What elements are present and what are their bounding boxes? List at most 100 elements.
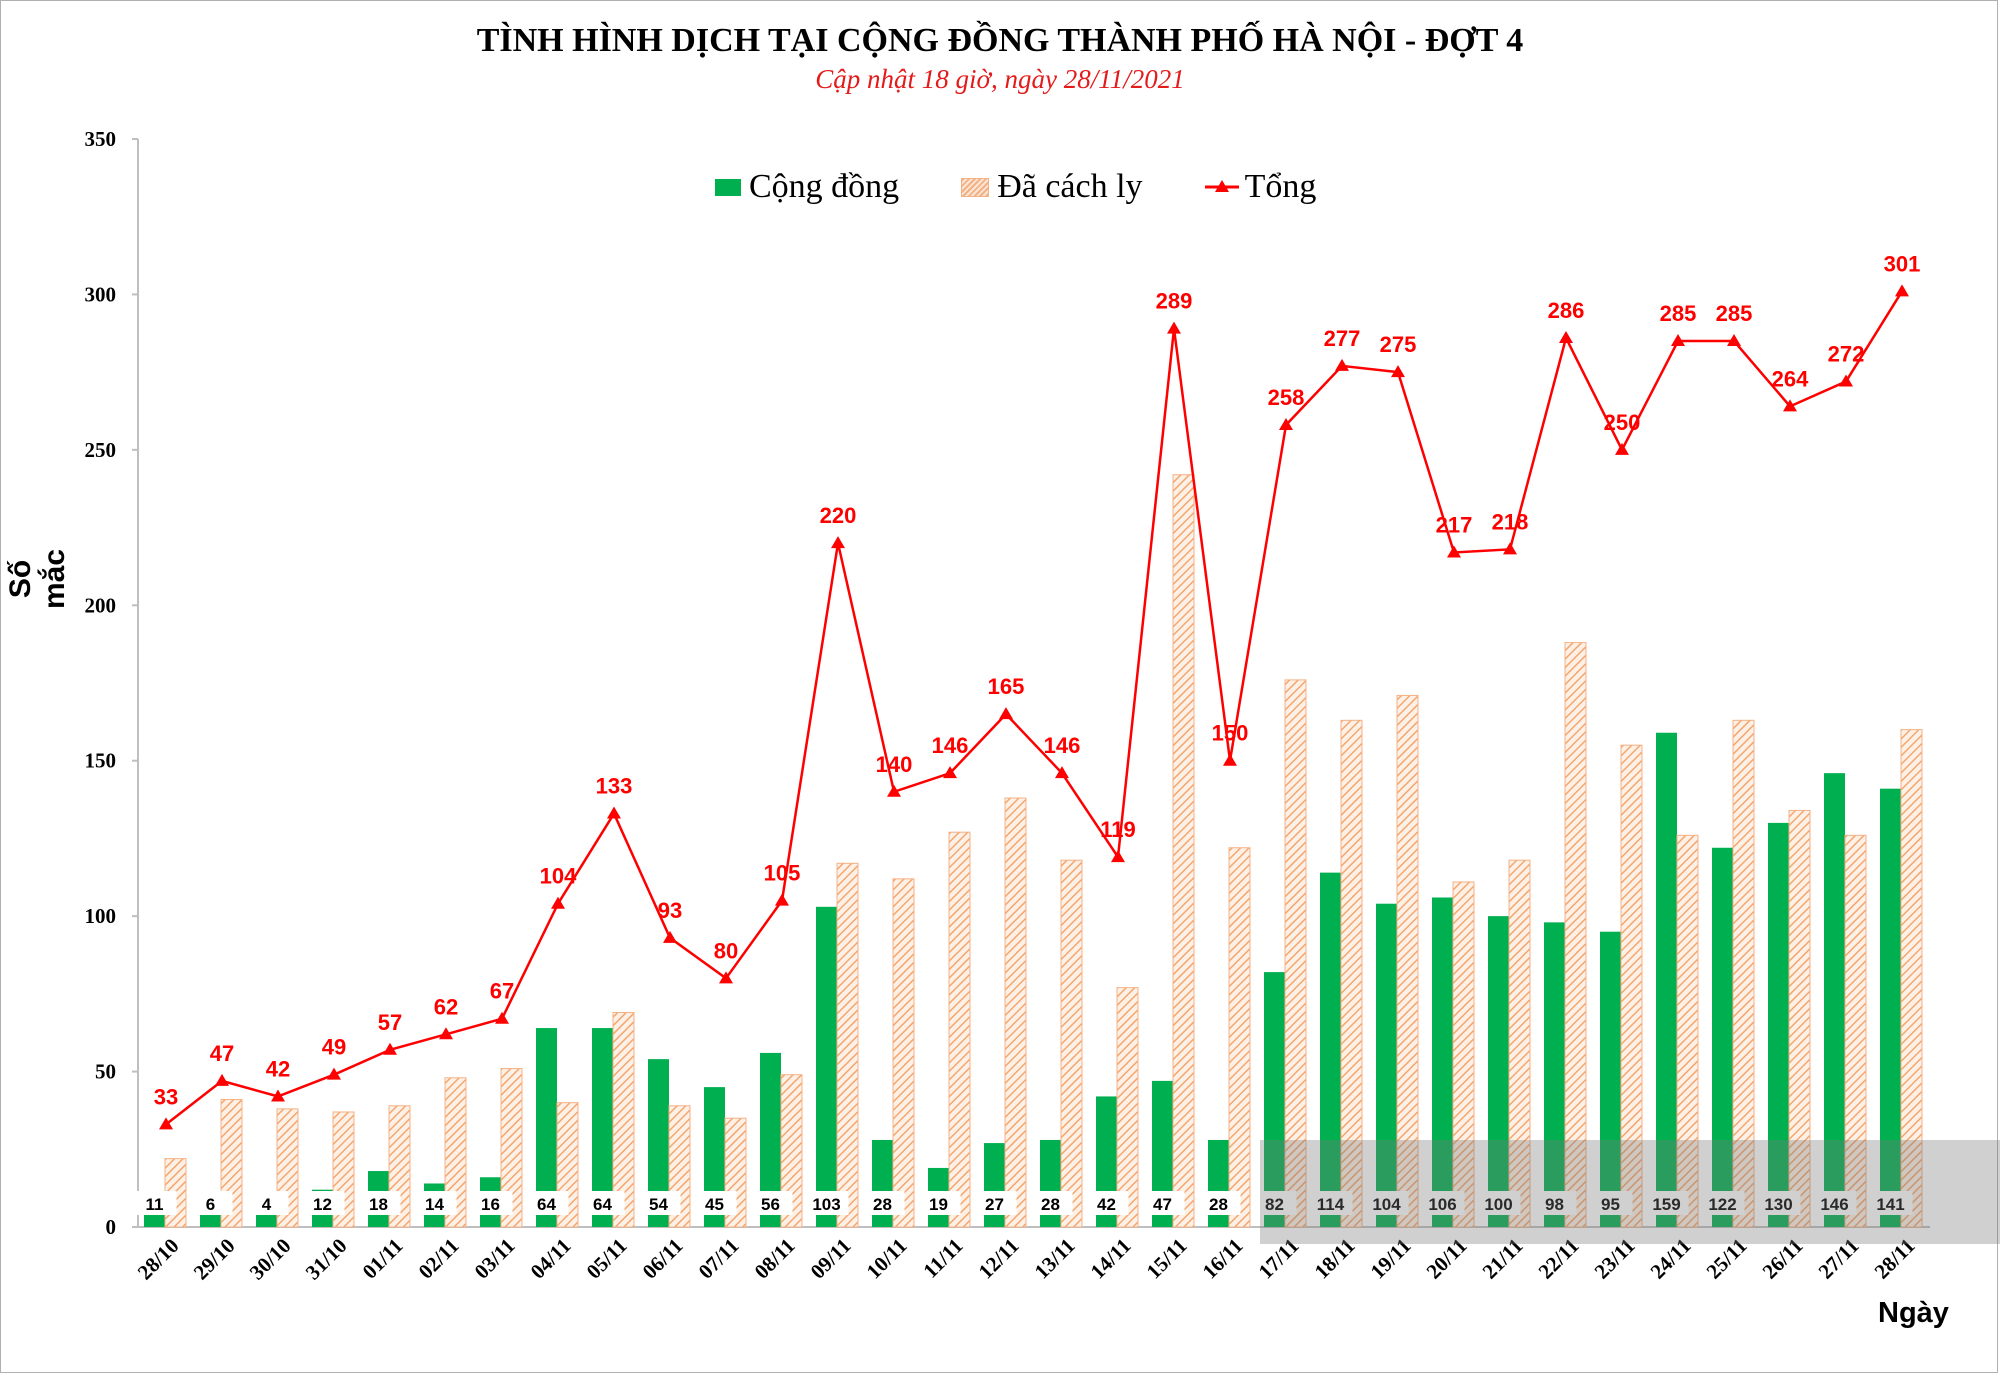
- data-label-box-community: [1868, 1191, 1913, 1215]
- data-label-box-community: [1028, 1191, 1073, 1215]
- data-label-community: 28: [873, 1195, 892, 1214]
- data-label-community: 11: [146, 1195, 164, 1214]
- point-total: [159, 1117, 173, 1130]
- data-label-box-community: [804, 1191, 849, 1215]
- data-label-total: 133: [596, 774, 633, 799]
- bar-quarantined: [1676, 834, 1699, 1228]
- bar-quarantined: [1004, 797, 1027, 1228]
- bar-community: [760, 1052, 781, 1227]
- bar-community: [1656, 732, 1677, 1227]
- data-label-total: 250: [1604, 410, 1641, 435]
- y-tick-label: 300: [85, 282, 117, 306]
- point-total: [439, 1027, 453, 1040]
- bar-quarantined: [1340, 719, 1363, 1228]
- bar-quarantined: [1788, 809, 1811, 1228]
- y-tick-label: 350: [85, 127, 117, 151]
- data-label-box-community: [580, 1191, 625, 1215]
- data-label-box-community: [1700, 1191, 1745, 1215]
- data-label-total: 49: [322, 1035, 346, 1060]
- data-label-box-community: [1756, 1191, 1801, 1215]
- legend-swatch-total: [1204, 180, 1239, 192]
- data-label-community: 146: [1820, 1195, 1848, 1214]
- data-label-total: 285: [1660, 301, 1697, 326]
- point-total: [943, 766, 957, 779]
- watermark-overlay: [1260, 1140, 2000, 1244]
- data-label-community: 19: [929, 1195, 948, 1214]
- data-label-total: 286: [1548, 298, 1585, 323]
- data-label-community: 12: [313, 1195, 332, 1214]
- data-label-community: 130: [1764, 1195, 1792, 1214]
- bar-quarantined: [1172, 474, 1195, 1228]
- point-total: [1783, 399, 1797, 412]
- y-tick-label: 50: [95, 1060, 116, 1084]
- point-total: [1223, 753, 1237, 766]
- point-total: [327, 1067, 341, 1080]
- data-label-box-community: [1196, 1191, 1241, 1215]
- y-tick-label: 100: [85, 904, 117, 928]
- data-label-box-community: [1140, 1191, 1185, 1215]
- point-total: [607, 806, 621, 819]
- data-label-community: 14: [425, 1195, 444, 1214]
- bar-quarantined: [1284, 679, 1307, 1228]
- data-label-box-community: [1812, 1191, 1857, 1215]
- bar-community: [1712, 847, 1733, 1227]
- point-total: [1111, 850, 1125, 863]
- bar-community: [256, 1214, 277, 1227]
- bar-community: [592, 1028, 613, 1227]
- bar-quarantined: [780, 1074, 803, 1228]
- data-label-community: 28: [1209, 1195, 1228, 1214]
- data-label-box-community: [916, 1191, 961, 1215]
- data-label-box-community: [1364, 1191, 1409, 1215]
- bar-quarantined: [892, 878, 915, 1228]
- x-tick-label: 10/11: [862, 1234, 912, 1284]
- data-label-total: 264: [1772, 366, 1809, 391]
- y-tick-label: 200: [85, 593, 117, 617]
- data-label-total: 217: [1436, 512, 1473, 537]
- data-label-community: 103: [812, 1195, 840, 1214]
- data-label-community: 98: [1545, 1195, 1564, 1214]
- legend-label-total: Tổng: [1244, 168, 1317, 205]
- point-total: [663, 930, 677, 943]
- chart-title: TÌNH HÌNH DỊCH TẠI CỘNG ĐỒNG THÀNH PHỐ H…: [476, 22, 1524, 59]
- legend-swatch-community: [715, 178, 741, 196]
- bar-quarantined: [1060, 859, 1083, 1228]
- point-total: [271, 1089, 285, 1102]
- x-tick-label: 28/10: [133, 1234, 184, 1285]
- bar-quarantined: [1228, 847, 1251, 1228]
- point-total: [831, 536, 845, 549]
- y-tick-label: 250: [85, 438, 117, 462]
- bar-community: [1432, 897, 1453, 1227]
- x-tick-label: 03/11: [470, 1234, 520, 1284]
- bar-community: [1768, 822, 1789, 1227]
- point-total: [1391, 365, 1405, 378]
- data-label-community: 18: [369, 1195, 388, 1214]
- data-label-total: 57: [378, 1010, 402, 1035]
- data-label-total: 104: [540, 864, 577, 889]
- data-label-total: 146: [1044, 733, 1081, 758]
- point-total: [1167, 321, 1181, 334]
- data-label-community: 47: [1153, 1195, 1172, 1214]
- x-tick-label: 08/11: [750, 1234, 800, 1284]
- bar-quarantined: [612, 1012, 635, 1228]
- legend-label-community: Cộng đồng: [749, 168, 900, 205]
- legend-swatch-quarantined: [961, 177, 990, 197]
- point-total: [999, 707, 1013, 720]
- point-total: [775, 893, 789, 906]
- data-label-total: 146: [932, 733, 969, 758]
- data-label-community: 54: [649, 1195, 668, 1214]
- data-label-community: 104: [1372, 1195, 1401, 1214]
- data-label-total: 285: [1716, 301, 1753, 326]
- x-tick-label: 06/11: [638, 1234, 688, 1284]
- bar-quarantined: [1732, 719, 1755, 1228]
- bar-quarantined: [836, 862, 859, 1228]
- data-label-total: 150: [1212, 721, 1249, 746]
- x-tick-label: 13/11: [1030, 1234, 1080, 1284]
- data-label-community: 6: [206, 1195, 215, 1214]
- bar-quarantined: [444, 1077, 467, 1228]
- point-total: [1503, 542, 1517, 555]
- data-label-total: 140: [876, 752, 913, 777]
- data-label-box-community: [300, 1191, 345, 1215]
- data-label-total: 301: [1884, 251, 1921, 276]
